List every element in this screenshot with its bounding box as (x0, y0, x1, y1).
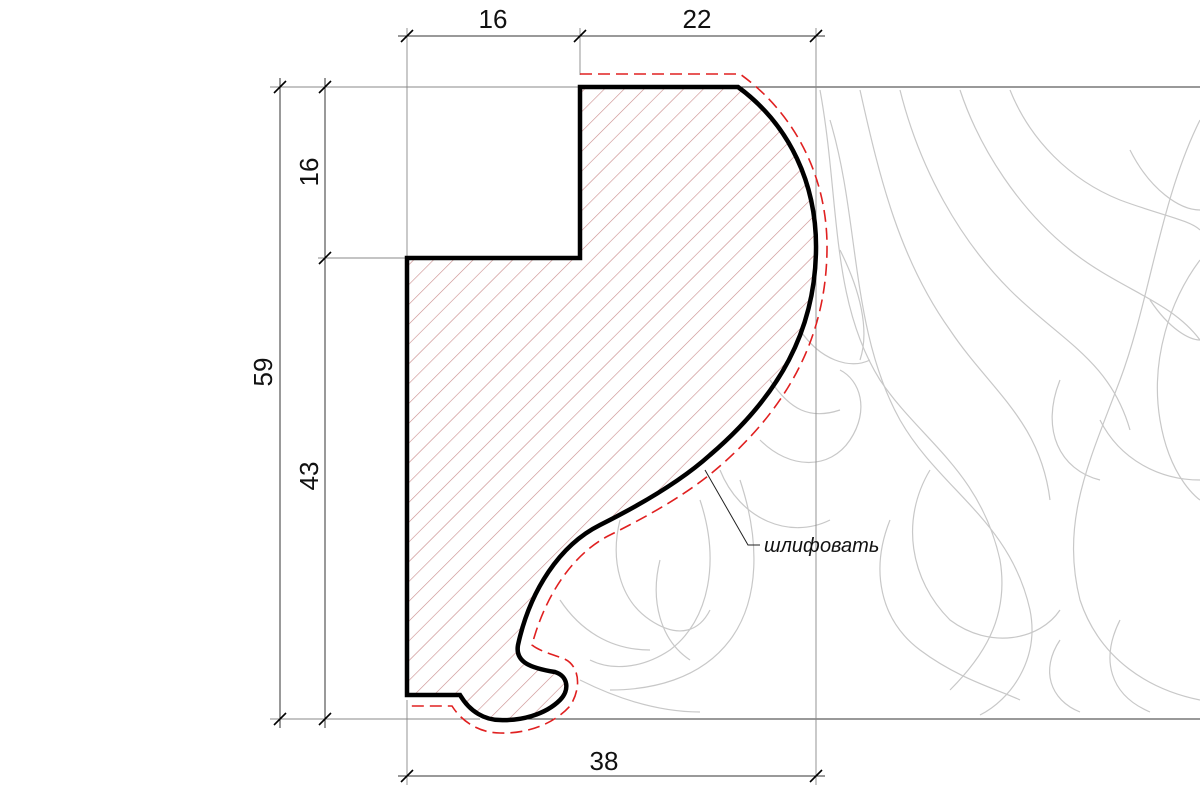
sanding-line (407, 73, 828, 734)
dimension-top-left: 16 (479, 4, 508, 34)
sanding-note: шлифовать (764, 535, 879, 557)
dimension-top-right: 22 (683, 4, 712, 34)
dimension-upper-height: 16 (294, 158, 324, 187)
sanding-leader (704, 469, 760, 546)
dimension-total-height: 59 (248, 358, 278, 387)
profile-hatch-fill (407, 87, 817, 721)
dimension-bottom: 38 (590, 746, 619, 776)
dimension-ticks (273, 29, 823, 783)
acanthus-ornament (559, 89, 1200, 716)
reference-lines (504, 86, 1200, 720)
dimension-lower-height: 43 (294, 462, 324, 491)
dimension-lines (279, 35, 825, 777)
profile-outline (404, 84, 819, 723)
